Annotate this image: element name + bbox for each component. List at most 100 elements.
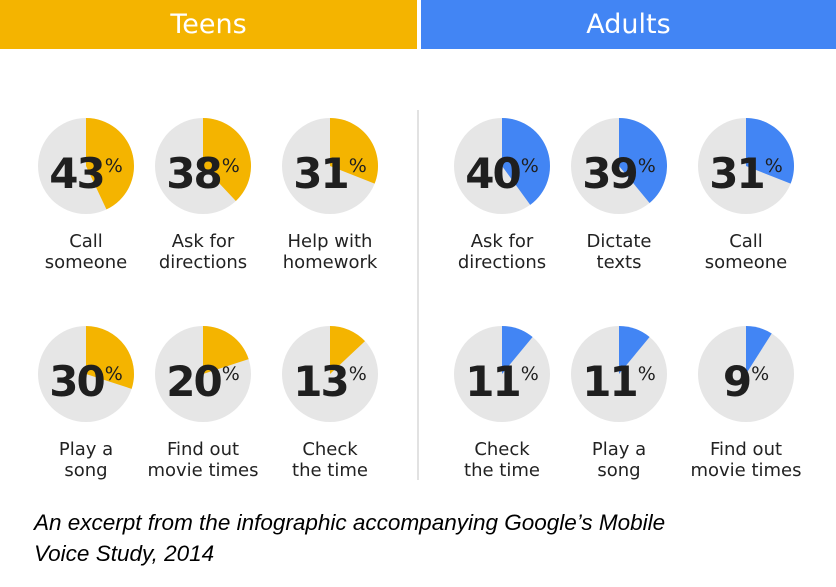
percent-number: 38	[166, 149, 222, 198]
percent-number: 11	[465, 357, 521, 406]
activity-label: Ask for directions	[133, 231, 273, 273]
activity-label-line: Call	[69, 231, 103, 252]
activity-label: Ask for directions	[432, 231, 572, 273]
figure-caption: An excerpt from the infographic accompan…	[34, 507, 824, 569]
percent-number: 9	[722, 357, 752, 406]
activity-label-line: movie times	[690, 460, 802, 481]
activity-label-line: Play a	[58, 439, 114, 460]
percent-symbol: %	[637, 363, 656, 385]
pie-chart	[454, 118, 550, 214]
percent-value: 38%	[133, 144, 273, 205]
activity-label-line: Ask for	[470, 231, 534, 252]
pie-chart	[698, 118, 794, 214]
percent-value: 11%	[432, 352, 572, 413]
activity-label-line: Call	[729, 231, 763, 252]
activity-label-line: Play a	[591, 439, 647, 460]
activity-label: Check the time	[432, 439, 572, 481]
percent-symbol: %	[520, 155, 539, 177]
percent-symbol: %	[221, 363, 240, 385]
caption-line-1: An excerpt from the infographic accompan…	[34, 510, 666, 535]
activity-label-line: Check	[302, 439, 358, 460]
section-divider	[417, 110, 419, 480]
activity-label: Dictate texts	[549, 231, 689, 273]
activity-label: Call someone	[16, 231, 156, 273]
activity-label-line: Check	[474, 439, 530, 460]
activity-label-line: someone	[44, 252, 128, 273]
percent-symbol: %	[221, 155, 240, 177]
activity-label: Check the time	[260, 439, 400, 481]
activity-label: Help with homework	[260, 231, 400, 273]
percent-symbol: %	[104, 363, 123, 385]
percent-number: 13	[293, 357, 349, 406]
percent-value: 43%	[16, 144, 156, 205]
pie-chart	[155, 118, 251, 214]
activity-label-line: Help with	[287, 231, 373, 252]
percent-number: 30	[49, 357, 105, 406]
activity-label: Play a song	[549, 439, 689, 481]
percent-number: 31	[293, 149, 349, 198]
pie-chart	[571, 118, 667, 214]
percent-number: 43	[49, 149, 105, 198]
activity-label: Find out movie times	[133, 439, 273, 481]
percent-number: 11	[582, 357, 638, 406]
pie-slice	[86, 118, 134, 210]
activity-label-line: someone	[704, 252, 788, 273]
pie-chart	[698, 326, 794, 422]
pie-slice	[502, 118, 550, 205]
pie-slice	[619, 118, 667, 203]
pie-chart	[38, 326, 134, 422]
teens-header: Teens	[0, 0, 417, 49]
percent-symbol: %	[348, 363, 367, 385]
pie-chart	[454, 326, 550, 422]
percent-symbol: %	[637, 155, 656, 177]
activity-label-line: directions	[158, 252, 248, 273]
activity-label: Call someone	[676, 231, 816, 273]
percent-value: 20%	[133, 352, 273, 413]
activity-label-line: song	[64, 460, 108, 481]
percent-value: 9%	[676, 352, 816, 413]
percent-number: 20	[166, 357, 222, 406]
pie-slice	[203, 118, 251, 201]
pie-slice	[203, 326, 249, 374]
caption-line-2: Voice Study, 2014	[34, 541, 215, 566]
activity-label-line: Dictate	[586, 231, 652, 252]
percent-value: 13%	[260, 352, 400, 413]
percent-symbol: %	[520, 363, 539, 385]
pie-slice	[330, 326, 365, 374]
percent-number: 39	[582, 149, 638, 198]
percent-number: 31	[709, 149, 765, 198]
pie-slice	[746, 326, 772, 374]
pie-chart	[38, 118, 134, 214]
activity-label-line: Ask for	[171, 231, 235, 252]
activity-label: Find out movie times	[676, 439, 816, 481]
percent-number: 40	[465, 149, 521, 198]
pie-slice	[746, 118, 794, 184]
percent-value: 31%	[260, 144, 400, 205]
activity-label-line: texts	[596, 252, 642, 273]
adults-header: Adults	[421, 0, 836, 49]
percent-symbol: %	[764, 155, 783, 177]
pie-slice	[330, 118, 378, 184]
activity-label-line: movie times	[147, 460, 259, 481]
percent-value: 40%	[432, 144, 572, 205]
percent-value: 11%	[549, 352, 689, 413]
percent-symbol: %	[348, 155, 367, 177]
percent-symbol: %	[751, 363, 770, 385]
activity-label-line: the time	[464, 460, 540, 481]
pie-slice	[502, 326, 533, 374]
activity-label-line: Find out	[166, 439, 240, 460]
percent-symbol: %	[104, 155, 123, 177]
pie-chart	[155, 326, 251, 422]
percent-value: 39%	[549, 144, 689, 205]
percent-value: 31%	[676, 144, 816, 205]
activity-label-line: directions	[457, 252, 547, 273]
percent-value: 30%	[16, 352, 156, 413]
activity-label-line: Find out	[709, 439, 783, 460]
pie-slice	[619, 326, 650, 374]
pie-slice	[86, 326, 134, 389]
activity-label-line: the time	[292, 460, 368, 481]
activity-label-line: song	[597, 460, 641, 481]
pie-chart	[571, 326, 667, 422]
pie-chart	[282, 326, 378, 422]
activity-label: Play a song	[16, 439, 156, 481]
